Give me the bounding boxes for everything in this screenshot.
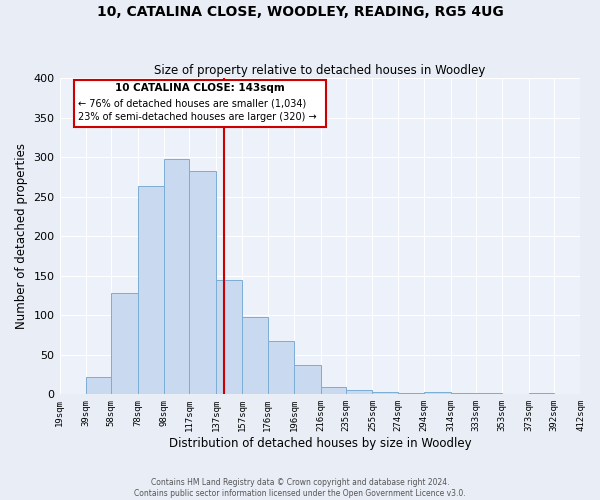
Text: 10, CATALINA CLOSE, WOODLEY, READING, RG5 4UG: 10, CATALINA CLOSE, WOODLEY, READING, RG… [97,5,503,19]
Bar [74,80,326,127]
Bar [424,392,451,394]
Bar [138,186,164,394]
Bar [320,387,346,394]
Bar [346,390,373,394]
Title: Size of property relative to detached houses in Woodley: Size of property relative to detached ho… [154,64,486,77]
Bar [268,340,294,394]
Bar [451,393,476,394]
Bar [242,317,268,394]
Bar [111,293,138,394]
Bar [216,280,242,394]
Bar [398,393,424,394]
Text: 10 CATALINA CLOSE: 143sqm: 10 CATALINA CLOSE: 143sqm [115,84,285,94]
Bar [86,377,111,394]
Bar [190,170,216,394]
Text: Contains HM Land Registry data © Crown copyright and database right 2024.
Contai: Contains HM Land Registry data © Crown c… [134,478,466,498]
X-axis label: Distribution of detached houses by size in Woodley: Distribution of detached houses by size … [169,437,472,450]
Y-axis label: Number of detached properties: Number of detached properties [15,143,28,329]
Bar [164,159,190,394]
Bar [294,365,320,394]
Text: ← 76% of detached houses are smaller (1,034): ← 76% of detached houses are smaller (1,… [78,98,307,108]
Text: 23% of semi-detached houses are larger (320) →: 23% of semi-detached houses are larger (… [78,112,317,122]
Bar [373,392,398,394]
Bar [529,393,554,394]
Bar [476,393,502,394]
